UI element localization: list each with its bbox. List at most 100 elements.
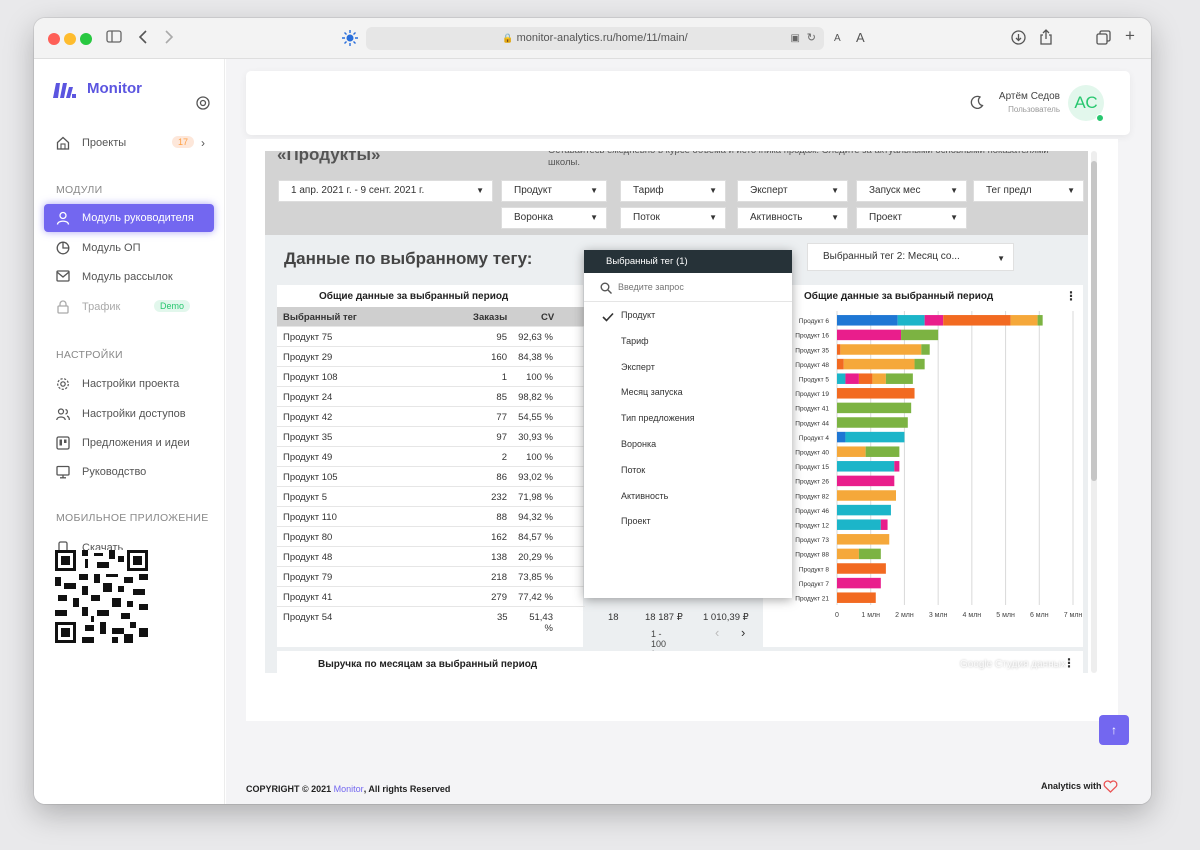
bar-segment: [1010, 315, 1038, 326]
filter-funnel[interactable]: Воронка ▼: [501, 207, 607, 229]
dropdown-option[interactable]: Активность: [621, 490, 669, 501]
pagination-next-icon[interactable]: ›: [741, 625, 746, 640]
filter-launch-month[interactable]: Запуск мес ▼: [856, 180, 967, 202]
close-window-button[interactable]: [48, 33, 60, 45]
embedded-report: «Продукты» Оставайтесь ежедневно в курсе…: [265, 151, 1088, 673]
column-header[interactable]: CV: [541, 312, 555, 323]
tabs-overview-icon[interactable]: [1096, 30, 1111, 48]
table-row[interactable]: Продукт 42 77 54,55 %: [277, 407, 585, 427]
y-tick-label: Продукт 26: [795, 479, 829, 486]
table-row[interactable]: Продукт 105 86 93,02 %: [277, 467, 585, 487]
sidebar-item-projects[interactable]: Проекты: [44, 129, 214, 157]
reload-icon[interactable]: ↻: [806, 32, 816, 44]
maximize-window-button[interactable]: [80, 33, 92, 45]
filter-offer-tag[interactable]: Тег предл ▼: [973, 180, 1084, 202]
filter-tariff[interactable]: Тариф ▼: [620, 180, 726, 202]
dropdown-option[interactable]: Проект: [621, 516, 651, 527]
table-cell: Продукт 75: [283, 332, 333, 343]
sidebar-item-label: Модуль рассылок: [82, 271, 173, 283]
dropdown-option[interactable]: Воронка: [621, 439, 657, 449]
sidebar-toggle-icon[interactable]: [106, 30, 122, 46]
table-row[interactable]: Продукт 75 95 92,63 %: [277, 327, 585, 347]
scrollbar-thumb[interactable]: [1091, 161, 1097, 481]
translate-icon[interactable]: ▣: [790, 33, 800, 44]
dropdown-option[interactable]: Месяц запуска: [621, 387, 683, 398]
table-cell: Продукт 5: [283, 492, 328, 503]
table-row[interactable]: Продукт 80 162 84,57 %: [277, 527, 585, 547]
sidebar-item-traffic[interactable]: Трафик: [44, 293, 214, 321]
dropdown-option[interactable]: Тип предложения: [621, 413, 695, 424]
filter-label: Проект: [869, 212, 902, 223]
x-tick-label: 6 млн: [1030, 612, 1049, 619]
logo-text[interactable]: Monitor: [87, 80, 142, 97]
moon-icon[interactable]: [970, 95, 984, 114]
dropdown-option[interactable]: Продукт: [621, 310, 656, 320]
table-row[interactable]: Продукт 24 85 98,82 %: [277, 387, 585, 407]
section-heading-settings: НАСТРОЙКИ: [56, 349, 123, 361]
filter-product[interactable]: Продукт ▼: [501, 180, 607, 202]
table-cell: 84,57 %: [518, 532, 553, 543]
more-options-icon[interactable]: ⋮: [1063, 656, 1075, 670]
forward-icon[interactable]: [164, 30, 174, 47]
copyright-brand-link[interactable]: Monitor: [333, 784, 364, 794]
browser-toolbar: 🔒 monitor-analytics.ru/home/11/main/ ▣ ↻…: [34, 18, 1151, 59]
sidebar-item-manual[interactable]: Руководство: [44, 458, 214, 486]
monitor-logo-icon[interactable]: [51, 81, 77, 99]
bar-segment: [880, 519, 888, 530]
table-row[interactable]: Продукт 35 97 30,93 %: [277, 427, 585, 447]
site-settings-icon[interactable]: [342, 30, 358, 49]
bar-segment: [872, 373, 886, 384]
sidebar-item-mailing-module[interactable]: Модуль рассылок: [44, 263, 214, 291]
scroll-to-top-button[interactable]: ↑: [1099, 715, 1129, 745]
date-range-filter[interactable]: 1 апр. 2021 г. - 9 сент. 2021 г. ▼: [278, 180, 493, 202]
back-icon[interactable]: [138, 30, 148, 47]
dropdown-option[interactable]: Тариф: [621, 335, 649, 346]
sidebar-item-sales-module[interactable]: Модуль ОП: [44, 234, 214, 262]
analytics-with-label: Analytics with: [1041, 781, 1102, 791]
filter-project[interactable]: Проект ▼: [856, 207, 967, 229]
collapse-sidebar-icon[interactable]: [196, 96, 210, 115]
sidebar-item-project-settings[interactable]: Настройки проекта: [44, 370, 214, 398]
dropdown-search-input[interactable]: [618, 280, 778, 294]
copyright-text: COPYRIGHT © 2021: [246, 784, 334, 794]
dropdown-option[interactable]: Эксперт: [621, 361, 655, 372]
dropdown-option[interactable]: Поток: [621, 464, 646, 475]
text-larger-icon[interactable]: A: [856, 30, 865, 45]
table-row[interactable]: Продукт 54 35 51,43 % 18 18 187 ₽ 1 010,…: [277, 607, 777, 634]
table-row[interactable]: Продукт 41 279 77,42 %: [277, 587, 585, 607]
table-row[interactable]: Продукт 110 88 94,32 %: [277, 507, 585, 527]
table-cell: Продукт 42: [283, 412, 333, 423]
arrow-up-icon: ↑: [1111, 723, 1117, 737]
pagination-prev-icon[interactable]: ‹: [715, 625, 720, 640]
tag2-select[interactable]: Выбранный тег 2: Месяц со... ▼: [807, 243, 1014, 271]
table-row[interactable]: Продукт 29 160 84,38 %: [277, 347, 585, 367]
filter-activity[interactable]: Активность ▼: [737, 207, 848, 229]
column-header[interactable]: Выбранный тег: [283, 312, 357, 323]
table-row[interactable]: Продукт 49 2 100 %: [277, 447, 585, 467]
more-options-icon[interactable]: ⋮: [1065, 289, 1077, 303]
table-row[interactable]: Продукт 79 218 73,85 %: [277, 567, 585, 587]
filter-stream[interactable]: Поток ▼: [620, 207, 726, 229]
table-row[interactable]: Продукт 48 138 20,29 %: [277, 547, 585, 567]
address-bar[interactable]: 🔒 monitor-analytics.ru/home/11/main/ ▣ ↻: [366, 27, 824, 50]
table-row[interactable]: Продукт 5 232 71,98 %: [277, 487, 585, 507]
share-icon[interactable]: [1039, 29, 1053, 48]
bar-segment: [858, 548, 881, 560]
bar-segment: [1037, 315, 1043, 326]
minimize-window-button[interactable]: [64, 33, 76, 45]
table-row[interactable]: Продукт 108 1 100 %: [277, 367, 585, 387]
text-smaller-icon[interactable]: A: [834, 33, 841, 44]
download-icon[interactable]: [1011, 30, 1026, 48]
new-tab-icon[interactable]: +: [1125, 26, 1135, 45]
column-header[interactable]: Заказы: [473, 312, 508, 323]
sidebar-item-manager-module[interactable]: Модуль руководителя: [44, 204, 214, 232]
sidebar-item-ideas[interactable]: Предложения и идеи: [44, 429, 214, 457]
report-scrollbar[interactable]: [1091, 151, 1097, 673]
sidebar-item-access-settings[interactable]: Настройки доступов: [44, 400, 214, 428]
y-tick-label: Продукт 4: [799, 435, 830, 442]
board-icon: [56, 436, 70, 450]
monthly-revenue-card: Выручка по месяцам за выбранный период ⋮: [277, 651, 1083, 673]
bar-segment: [837, 461, 895, 472]
table-cell: 86: [496, 472, 507, 483]
filter-expert[interactable]: Эксперт ▼: [737, 180, 848, 202]
